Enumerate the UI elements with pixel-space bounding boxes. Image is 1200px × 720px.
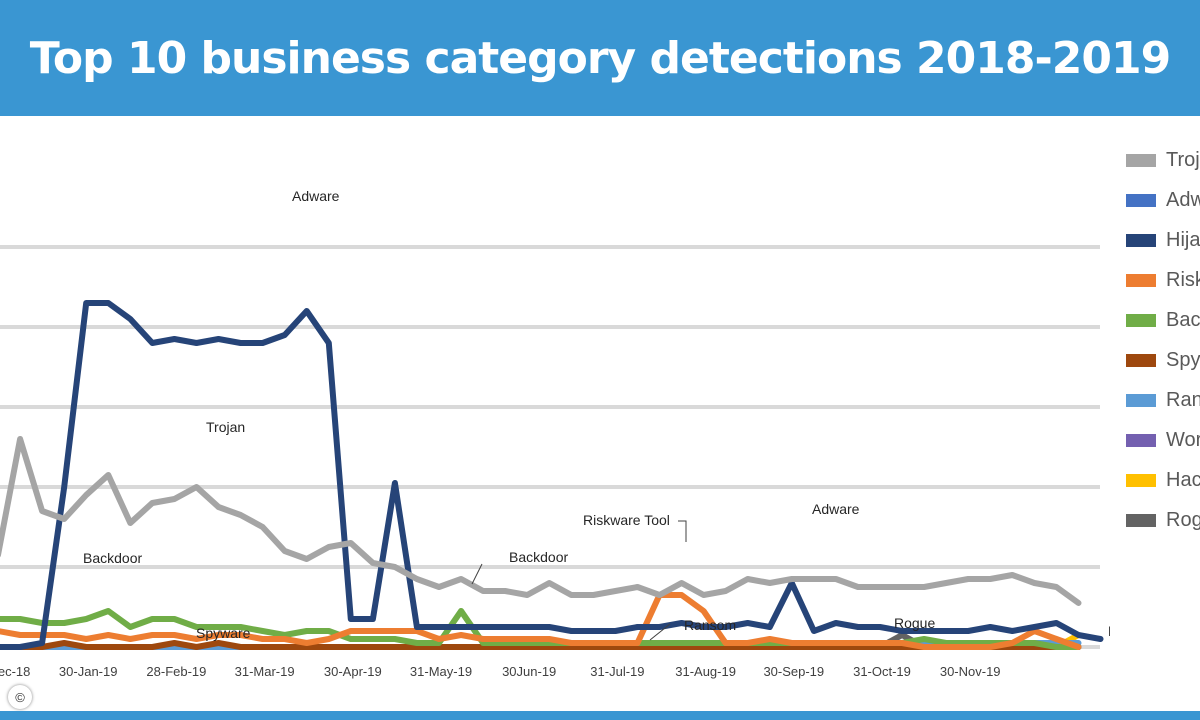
series-line-riskware-tool: [0, 592, 1082, 650]
series-line-trojan: [0, 436, 1082, 606]
legend-swatch: [1126, 513, 1156, 527]
title-banner: Top 10 business category detections 2018…: [0, 0, 1200, 116]
x-tick-label: 31-Jul-19: [590, 664, 644, 679]
legend-swatch: [1126, 193, 1156, 207]
legend-swatch: [1126, 313, 1156, 327]
legend-label: Trojan: [1166, 148, 1200, 171]
annotation-label: Ransom: [684, 617, 736, 633]
legend-label: Adware: [1166, 188, 1200, 211]
x-tick-label: 28-Feb-19: [146, 664, 206, 679]
x-tick-label: 31-Mar-19: [235, 664, 295, 679]
copyright-icon: ©: [8, 685, 32, 709]
annotation-label: Adware: [812, 501, 860, 517]
x-tick-label: 30-Jan-19: [59, 664, 118, 679]
legend-item: Adware: [1126, 180, 1200, 220]
annotation-label: Trojan: [206, 419, 245, 435]
annotation-label: Adware: [292, 188, 340, 204]
x-tick-label: 31-Aug-19: [675, 664, 736, 679]
annotation-label: Backdoor: [509, 549, 568, 565]
legend-item: HackTool: [1126, 460, 1200, 500]
series-line-spyware: [0, 640, 1082, 650]
x-tick-label: 30-Nov-19: [940, 664, 1001, 679]
legend-item: Worm: [1126, 420, 1200, 460]
legend-swatch: [1126, 393, 1156, 407]
legend-item: Spyware: [1126, 340, 1200, 380]
chart-legend: Trojan Adware Hijacker Riskware Tool Backdoo…: [1126, 140, 1200, 540]
annotation-leader: [471, 563, 483, 585]
x-tick-label: 31-Dec-18: [0, 664, 30, 679]
x-tick-label: 30-Sep-19: [763, 664, 824, 679]
legend-item: Rogue: [1126, 500, 1200, 540]
line-chart: 31-Dec-18 30-Jan-19 28-Feb-19 31-Mar-19 30-A…: [0, 188, 1110, 679]
chart-title: Top 10 business category detections 2018…: [29, 32, 1171, 84]
x-tick-label: 31-May-19: [410, 664, 472, 679]
legend-item: Ransom: [1126, 380, 1200, 420]
legend-item: Riskware Tool: [1126, 260, 1200, 300]
legend-swatch: [1126, 353, 1156, 367]
annotation-leader: [649, 623, 671, 641]
legend-swatch: [1126, 233, 1156, 247]
legend-item: Trojan: [1126, 140, 1200, 180]
annotation-leader: [678, 520, 687, 542]
legend-swatch: [1126, 153, 1156, 167]
legend-swatch: [1126, 473, 1156, 487]
legend-label: Rogue: [1166, 508, 1200, 531]
legend-label: Ransom: [1166, 388, 1200, 411]
footer-bar: [0, 711, 1200, 720]
legend-label: Backdoor: [1166, 308, 1200, 331]
legend-label: Worm: [1166, 428, 1200, 451]
legend-item: Backdoor: [1126, 300, 1200, 340]
annotation-label: Riskware Tool: [583, 512, 670, 528]
annotation-label: Spyware: [196, 625, 251, 641]
annotation-label: Backdoor: [83, 550, 142, 566]
legend-swatch: [1126, 433, 1156, 447]
series-line-hijacker: [0, 300, 1104, 650]
annotation-label: Rogue: [894, 615, 935, 631]
x-tick-label: 31-Oct-19: [853, 664, 911, 679]
legend-swatch: [1126, 273, 1156, 287]
x-tick-label: 30Jun-19: [502, 664, 556, 679]
legend-label: HackTool: [1166, 468, 1200, 491]
legend-label: Riskware Tool: [1166, 268, 1200, 291]
legend-item: Hijacker: [1126, 220, 1200, 260]
x-tick-label: 30-Apr-19: [324, 664, 382, 679]
annotation-label: HackTool: [1108, 623, 1110, 639]
legend-label: Spyware: [1166, 348, 1200, 371]
legend-label: Hijacker: [1166, 228, 1200, 251]
